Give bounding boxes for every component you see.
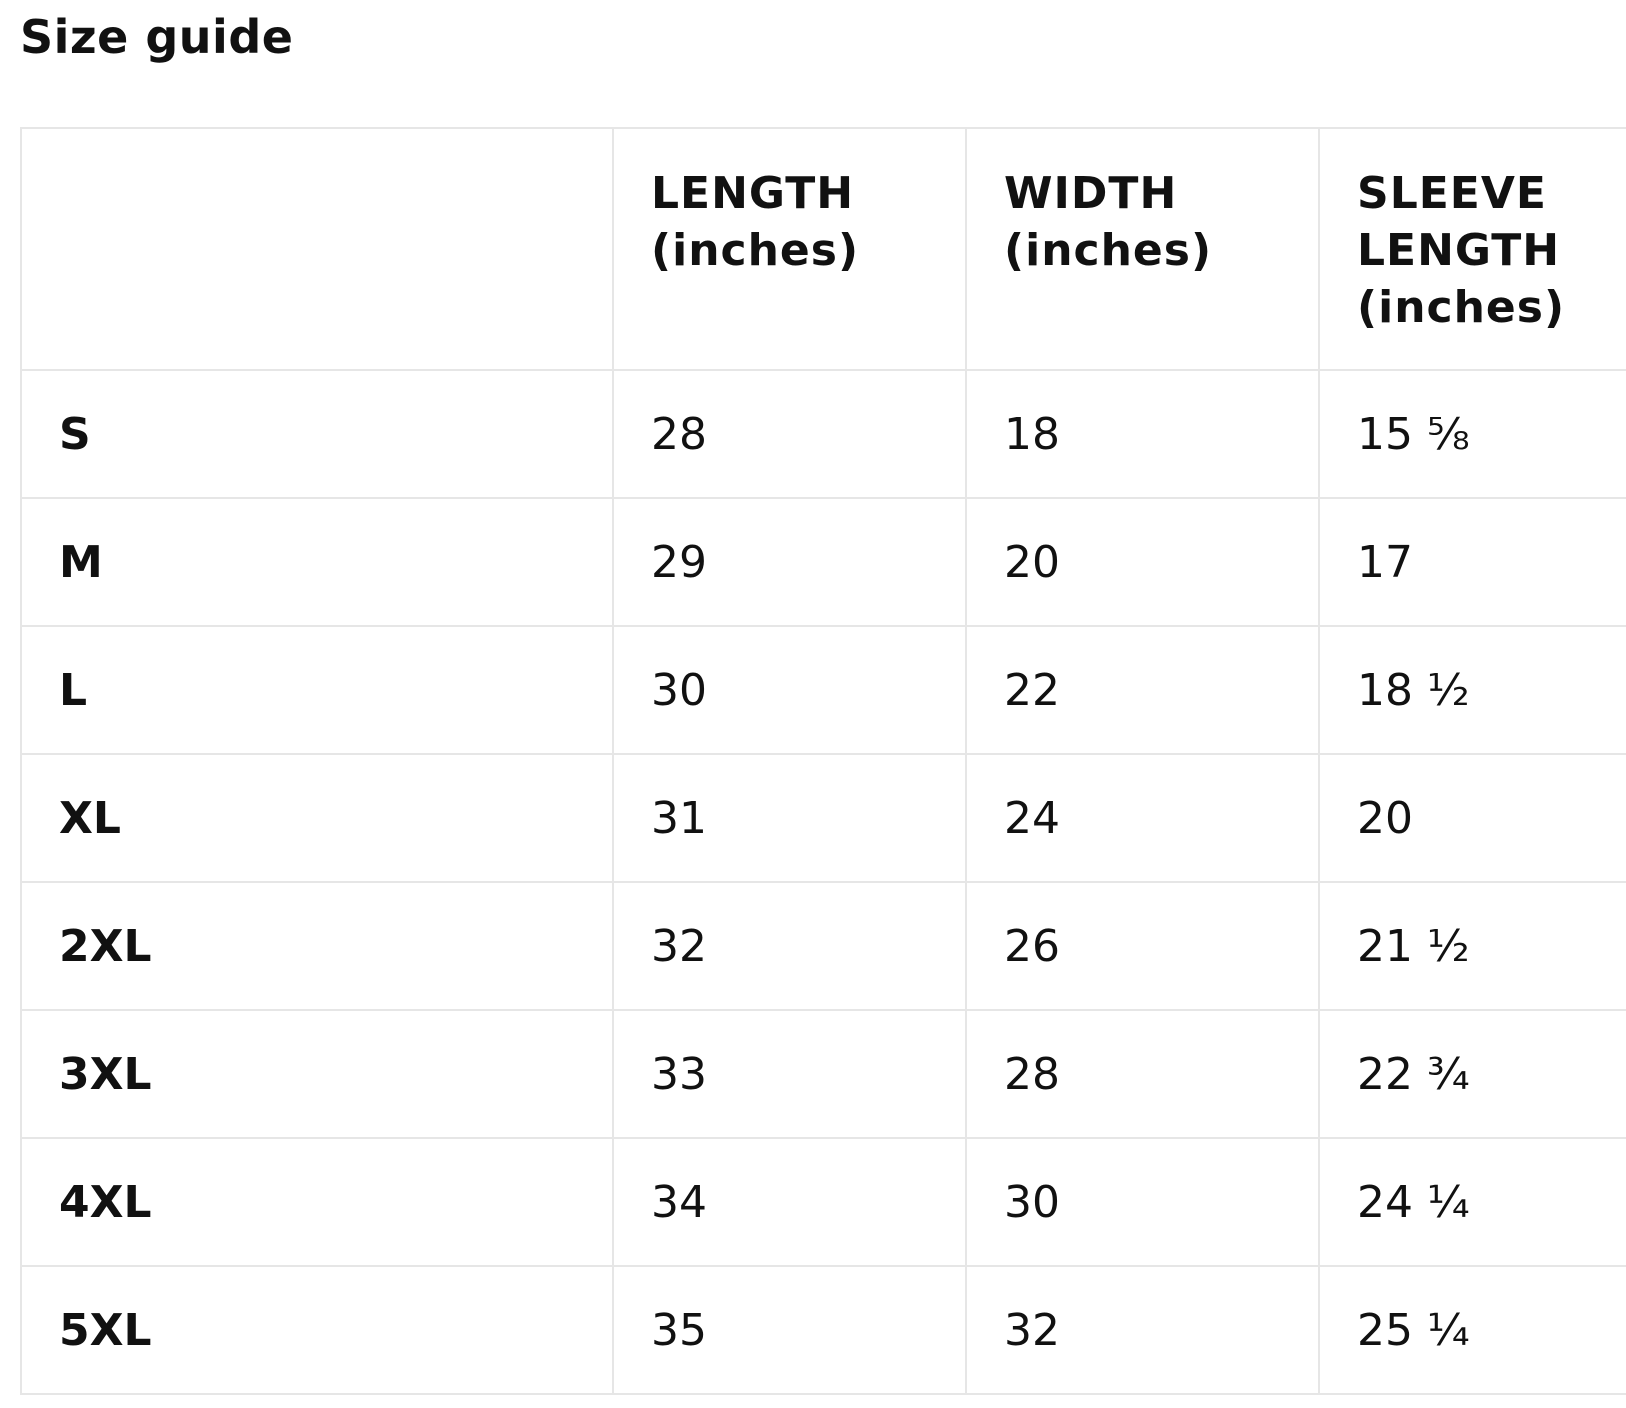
header-row: LENGTH (inches) WIDTH (inches) SLEEVE LE…	[20, 127, 1626, 371]
table-row: 3XL 33 28 22 ¾	[20, 1009, 1626, 1139]
width-cell: 30	[965, 1137, 1320, 1267]
size-cell: XL	[20, 753, 614, 883]
width-cell: 32	[965, 1265, 1320, 1395]
width-cell: 28	[965, 1009, 1320, 1139]
table-row: XL 31 24 20	[20, 753, 1626, 883]
length-cell: 32	[612, 881, 967, 1011]
length-cell: 29	[612, 497, 967, 627]
table-row: S 28 18 15 ⅝	[20, 369, 1626, 499]
sleeve-length-cell: 17	[1318, 497, 1626, 627]
length-cell: 28	[612, 369, 967, 499]
header-size	[20, 127, 614, 371]
length-cell: 33	[612, 1009, 967, 1139]
width-cell: 22	[965, 625, 1320, 755]
width-cell: 18	[965, 369, 1320, 499]
sleeve-length-cell: 25 ¼	[1318, 1265, 1626, 1395]
length-cell: 34	[612, 1137, 967, 1267]
length-cell: 30	[612, 625, 967, 755]
size-cell: S	[20, 369, 614, 499]
page-title: Size guide	[20, 10, 294, 64]
size-cell: 2XL	[20, 881, 614, 1011]
sleeve-length-cell: 21 ½	[1318, 881, 1626, 1011]
width-cell: 20	[965, 497, 1320, 627]
length-cell: 31	[612, 753, 967, 883]
sleeve-length-cell: 20	[1318, 753, 1626, 883]
header-sleeve-length: SLEEVE LENGTH (inches)	[1318, 127, 1626, 371]
size-guide-table: LENGTH (inches) WIDTH (inches) SLEEVE LE…	[20, 127, 1626, 1395]
table-row: 2XL 32 26 21 ½	[20, 881, 1626, 1011]
header-length: LENGTH (inches)	[612, 127, 967, 371]
sleeve-length-cell: 22 ¾	[1318, 1009, 1626, 1139]
size-cell: 5XL	[20, 1265, 614, 1395]
sleeve-length-cell: 18 ½	[1318, 625, 1626, 755]
sleeve-length-cell: 24 ¼	[1318, 1137, 1626, 1267]
width-cell: 24	[965, 753, 1320, 883]
width-cell: 26	[965, 881, 1320, 1011]
table-row: M 29 20 17	[20, 497, 1626, 627]
size-cell: 3XL	[20, 1009, 614, 1139]
table-row: 5XL 35 32 25 ¼	[20, 1265, 1626, 1395]
table-row: 4XL 34 30 24 ¼	[20, 1137, 1626, 1267]
header-width: WIDTH (inches)	[965, 127, 1320, 371]
sleeve-length-cell: 15 ⅝	[1318, 369, 1626, 499]
size-cell: L	[20, 625, 614, 755]
table-row: L 30 22 18 ½	[20, 625, 1626, 755]
length-cell: 35	[612, 1265, 967, 1395]
size-cell: M	[20, 497, 614, 627]
size-cell: 4XL	[20, 1137, 614, 1267]
